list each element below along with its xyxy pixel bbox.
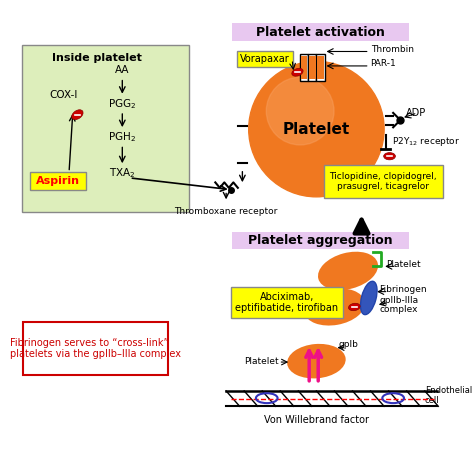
Text: Von Willebrand factor: Von Willebrand factor <box>264 415 369 425</box>
Text: ADP: ADP <box>406 108 426 118</box>
FancyBboxPatch shape <box>231 287 343 318</box>
Text: Abciximab,
eptifibatide, tirofiban: Abciximab, eptifibatide, tirofiban <box>235 292 338 313</box>
Text: TXA$_2$: TXA$_2$ <box>109 166 136 180</box>
FancyBboxPatch shape <box>324 165 443 198</box>
Bar <box>308 54 317 81</box>
FancyBboxPatch shape <box>30 173 86 190</box>
Text: Endothelial
cell: Endothelial cell <box>425 386 472 405</box>
Text: PGG$_2$: PGG$_2$ <box>108 97 137 111</box>
Bar <box>300 54 308 81</box>
FancyBboxPatch shape <box>231 24 410 40</box>
Ellipse shape <box>304 288 365 326</box>
Text: complex: complex <box>380 305 418 314</box>
FancyBboxPatch shape <box>237 52 293 67</box>
Text: Platelet: Platelet <box>244 357 279 365</box>
Text: Fibrinogen serves to “cross-link”
platelets via the gpIIb–IIIa complex: Fibrinogen serves to “cross-link” platel… <box>10 338 181 359</box>
Text: Thromboxane receptor: Thromboxane receptor <box>174 207 278 216</box>
Ellipse shape <box>383 153 395 160</box>
Ellipse shape <box>318 252 378 290</box>
Ellipse shape <box>287 344 346 379</box>
Text: gpIIb-IIIa: gpIIb-IIIa <box>380 296 419 305</box>
FancyBboxPatch shape <box>231 232 410 249</box>
Ellipse shape <box>72 110 83 120</box>
Text: P2Y$_{12}$ receptor: P2Y$_{12}$ receptor <box>392 135 460 148</box>
Text: AA: AA <box>115 66 129 75</box>
Circle shape <box>249 61 384 197</box>
Text: Fibrinogen: Fibrinogen <box>380 286 427 294</box>
FancyBboxPatch shape <box>23 322 168 375</box>
Bar <box>301 56 307 80</box>
Text: Vorapaxar: Vorapaxar <box>240 54 290 64</box>
Text: Platelet: Platelet <box>386 260 420 269</box>
Circle shape <box>266 77 334 145</box>
Text: COX-I: COX-I <box>50 90 78 100</box>
Bar <box>317 54 325 81</box>
Text: Platelet aggregation: Platelet aggregation <box>248 234 393 247</box>
Bar <box>309 56 316 80</box>
Ellipse shape <box>348 303 360 311</box>
Text: Platelet activation: Platelet activation <box>256 26 385 39</box>
Ellipse shape <box>292 68 303 76</box>
Text: Ticlopidine, clopidogrel,
prasugrel, ticagrelor: Ticlopidine, clopidogrel, prasugrel, tic… <box>329 172 437 191</box>
Bar <box>22 45 189 212</box>
Bar <box>317 56 324 80</box>
Text: PGH$_2$: PGH$_2$ <box>108 130 137 144</box>
Text: Platelet: Platelet <box>283 122 350 137</box>
Text: Inside platelet: Inside platelet <box>52 53 142 63</box>
Text: PAR-1: PAR-1 <box>371 59 396 68</box>
Text: Thrombin: Thrombin <box>371 45 414 54</box>
Text: Aspirin: Aspirin <box>36 176 80 186</box>
Ellipse shape <box>361 281 377 315</box>
Text: gpIb: gpIb <box>339 340 359 349</box>
